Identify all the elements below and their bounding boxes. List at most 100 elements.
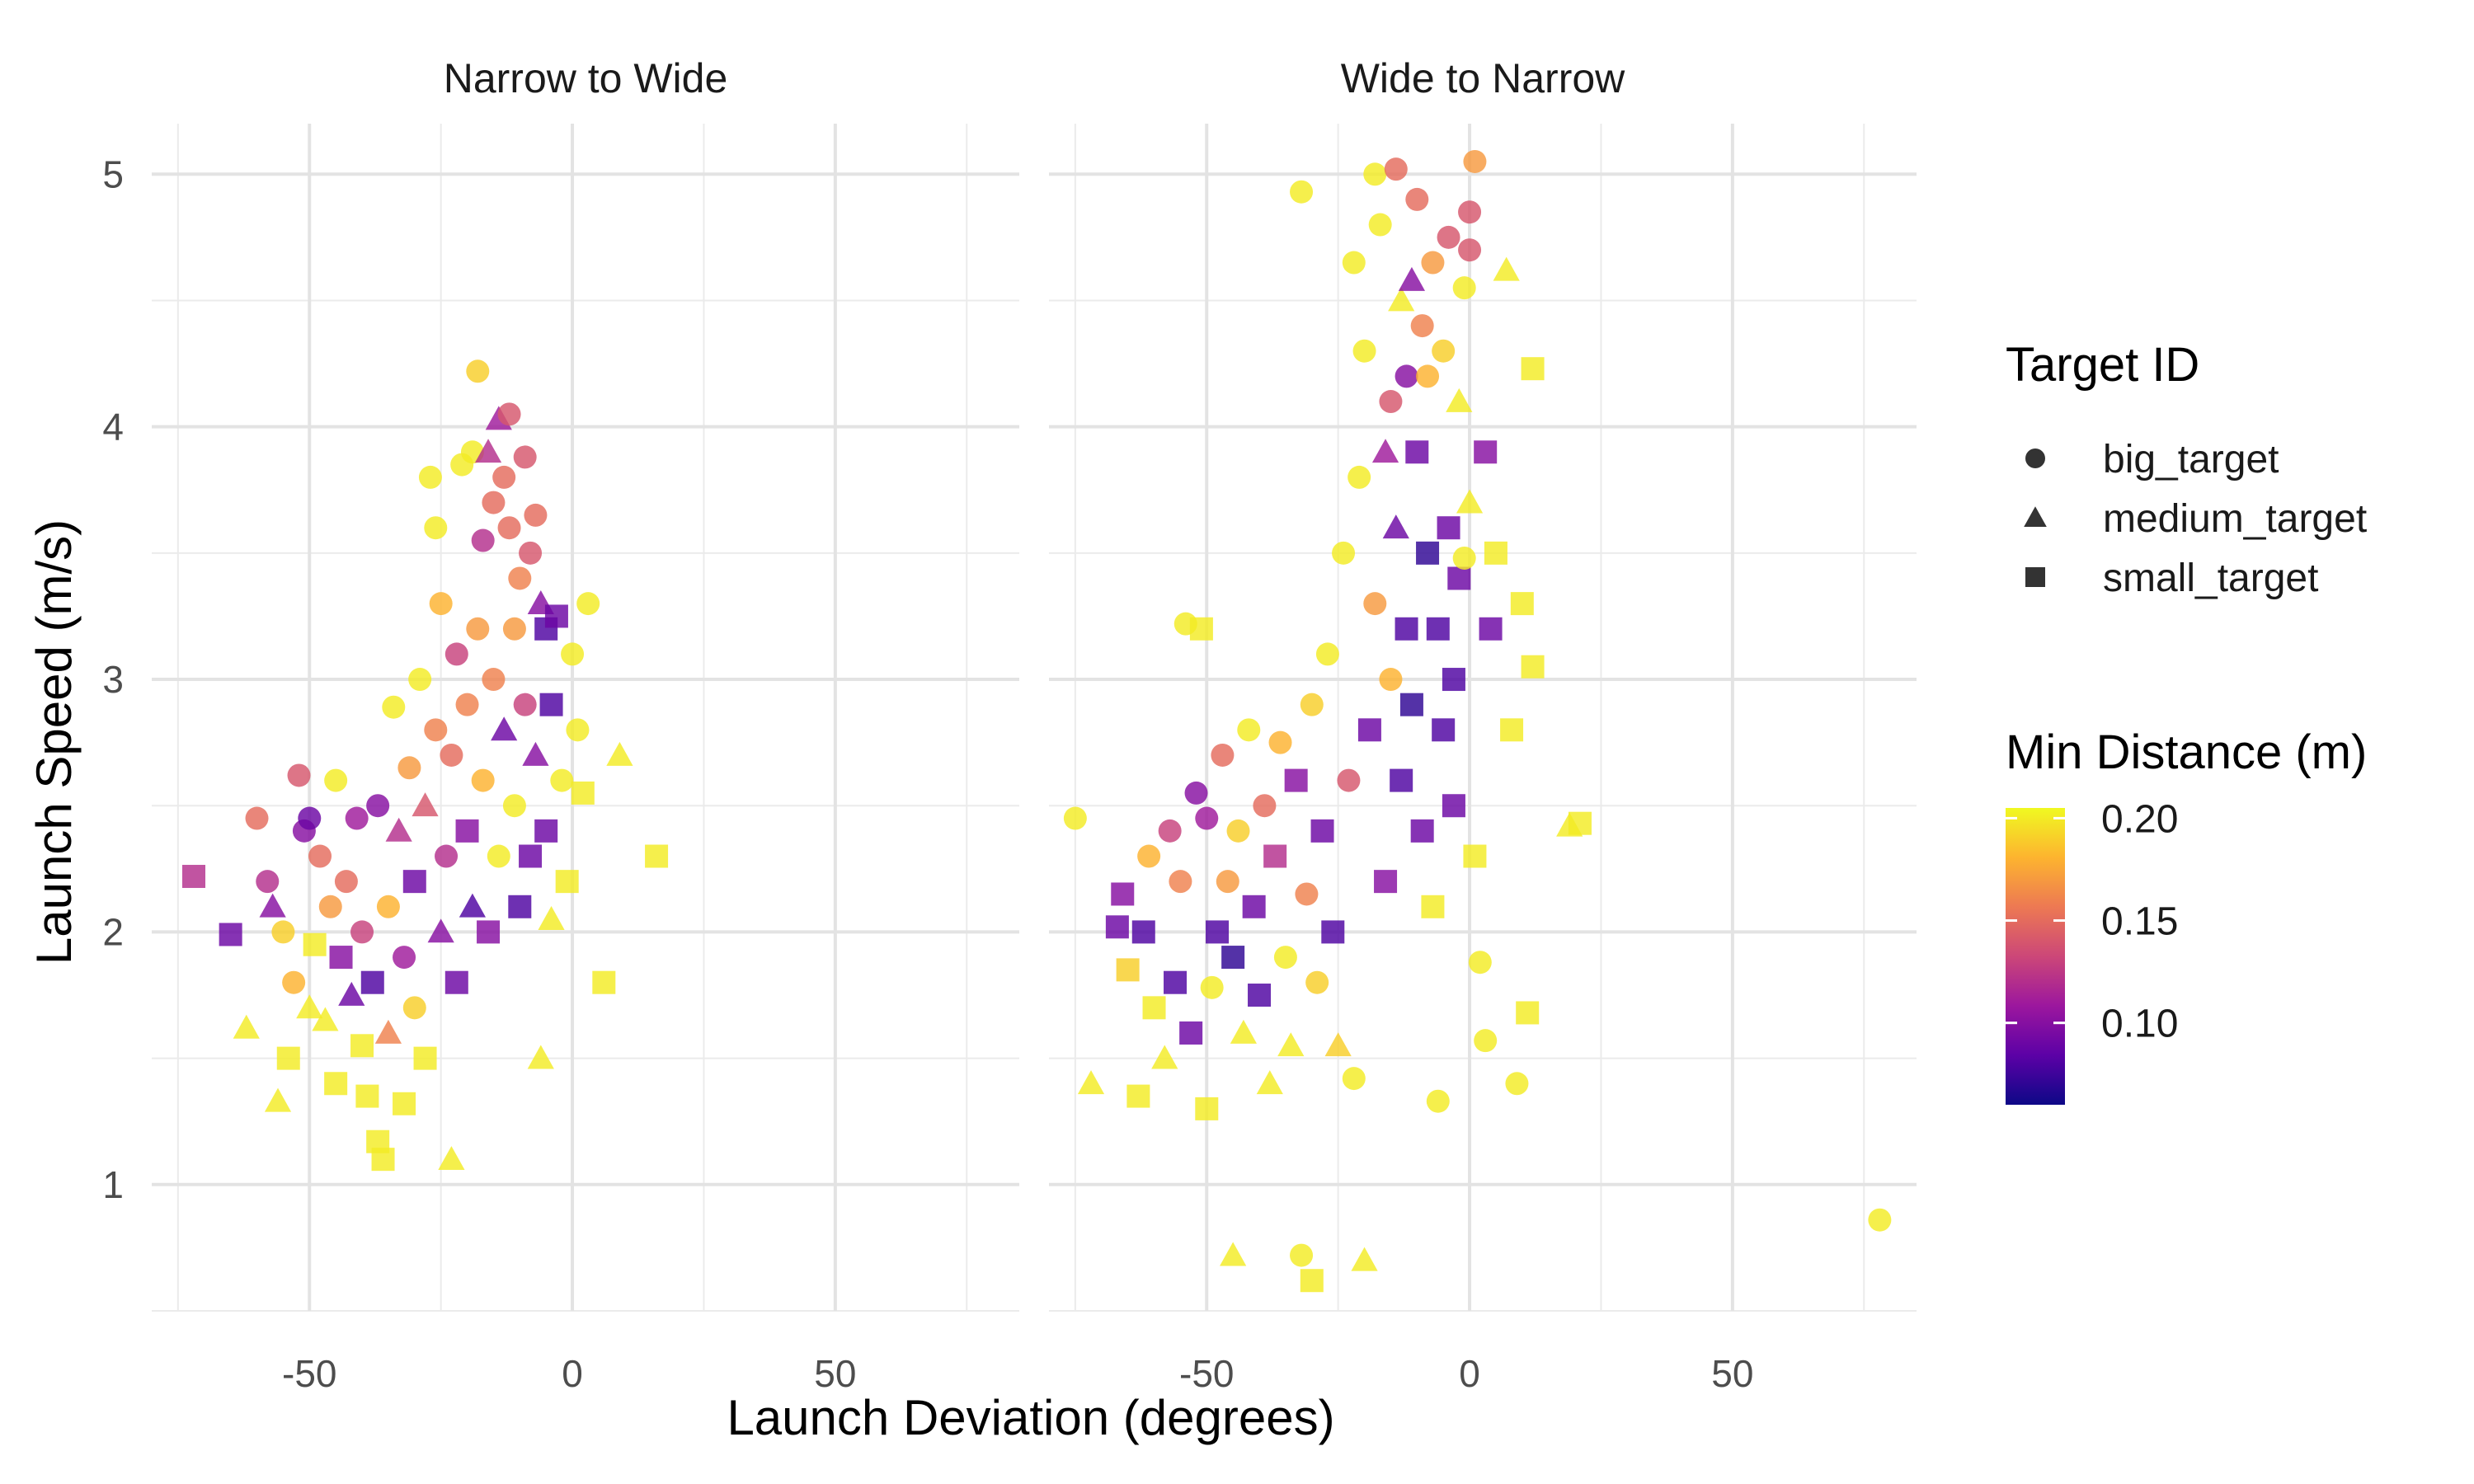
data-point-triangle: [296, 994, 323, 1019]
data-point-triangle: [412, 792, 439, 817]
data-point-circle: [444, 642, 468, 666]
data-point-triangle: [522, 741, 549, 766]
legend-item-big_target: big_target: [2025, 438, 2279, 481]
data-point-circle: [1421, 251, 1445, 275]
x-tick-labels: -50 0 50: [1179, 1352, 1753, 1395]
colorbar-tick-label: 0.20: [2101, 797, 2178, 841]
colorbar-tick-label: 0.10: [2101, 1003, 2178, 1046]
data-point-triangle: [606, 741, 633, 766]
data-point-circle: [561, 642, 585, 666]
data-point-square: [508, 895, 532, 918]
facet-title: Wide to Narrow: [1341, 55, 1625, 101]
data-point-square: [1442, 668, 1465, 692]
data-point-triangle: [1371, 439, 1399, 463]
data-point-square: [1479, 617, 1503, 641]
data-point-circle: [1348, 465, 1371, 489]
x-tick-label: 50: [814, 1352, 856, 1395]
data-point-square: [539, 693, 563, 716]
data-point-circle: [487, 844, 510, 868]
data-point-triangle: [1388, 287, 1415, 312]
data-point-triangle: [1456, 489, 1484, 514]
data-point-square: [360, 970, 384, 994]
data-point-circle: [513, 445, 537, 469]
data-point-square: [592, 970, 616, 994]
data-point-circle: [308, 844, 332, 868]
data-point-circle: [1268, 730, 1292, 754]
data-point-circle: [1184, 781, 1208, 805]
data-point-square: [1474, 440, 1498, 464]
x-tick-label: -50: [1179, 1352, 1234, 1395]
data-point-triangle: [1077, 1070, 1105, 1095]
square-icon: [2025, 567, 2045, 587]
data-point-circle: [429, 592, 453, 616]
data-point-triangle: [385, 817, 412, 842]
data-point-circle: [1332, 541, 1356, 565]
data-point-square: [1126, 1084, 1150, 1108]
y-tick-label: 5: [102, 153, 124, 195]
data-point-triangle: [374, 1019, 402, 1044]
data-point-triangle: [538, 906, 565, 930]
data-point-circle: [502, 617, 526, 641]
data-point-circle: [287, 763, 311, 787]
legend-item-small_target: small_target: [2025, 556, 2318, 600]
data-point-square: [1263, 844, 1287, 868]
data-point-circle: [502, 794, 526, 818]
data-point-triangle: [1151, 1045, 1178, 1069]
data-point-circle: [1437, 225, 1460, 249]
data-point-square: [1405, 440, 1429, 464]
facet-title: Narrow to Wide: [444, 55, 728, 101]
data-point-triangle: [312, 1007, 339, 1031]
data-point-square: [1310, 819, 1334, 843]
data-point-circle: [245, 806, 269, 830]
facet-panel-wide-to-narrow: Wide to Narrow -50 0 50: [1049, 55, 1917, 1395]
data-point-circle: [566, 718, 590, 742]
panel-grid: [1049, 124, 1917, 1312]
y-tick-label: 2: [102, 910, 124, 953]
data-point-square: [1374, 870, 1398, 894]
data-point-square: [1221, 946, 1245, 970]
data-point-square: [324, 1072, 348, 1096]
x-tick-labels: -50 0 50: [282, 1352, 856, 1395]
data-point-square: [219, 923, 242, 946]
data-point-triangle: [1220, 1242, 1247, 1266]
data-point-circle: [1337, 768, 1361, 792]
data-point-circle: [1384, 157, 1408, 181]
color-legend-title: Min Distance (m): [2006, 726, 2367, 779]
data-point-square: [1432, 718, 1456, 742]
data-point-circle: [1063, 806, 1087, 830]
data-point-circle: [1395, 364, 1418, 388]
data-point-triangle: [491, 716, 518, 741]
x-tick-label: -50: [282, 1352, 336, 1395]
data-point-square: [1321, 920, 1345, 944]
data-point-circle: [271, 920, 295, 944]
data-point-square: [1395, 617, 1418, 641]
data-point-triangle: [1256, 1070, 1283, 1095]
data-point-square: [1195, 1097, 1219, 1120]
triangle-icon: [2024, 506, 2047, 528]
data-point-circle: [1463, 149, 1487, 173]
data-point-square: [371, 1148, 395, 1172]
data-point-circle: [424, 718, 448, 742]
data-point-triangle: [1230, 1019, 1258, 1044]
data-point-square: [1206, 920, 1230, 944]
data-point-square: [544, 604, 568, 628]
data-point-square: [1357, 718, 1381, 742]
data-point-circle: [402, 996, 426, 1020]
data-point-square: [1421, 895, 1445, 918]
data-point-triangle: [1277, 1032, 1305, 1057]
data-point-square: [402, 870, 426, 894]
data-point-circle: [482, 491, 506, 514]
data-point-square: [1442, 794, 1465, 818]
data-point-square: [1242, 895, 1266, 918]
colorbar-ticks: 0.20 0.15 0.10: [2006, 797, 2178, 1046]
data-point-square: [444, 970, 468, 994]
legend: Target ID big_target medium_target small_t…: [2006, 338, 2367, 1105]
data-point-square: [1568, 811, 1592, 835]
data-point-circle: [1452, 276, 1476, 300]
data-point-circle: [1352, 339, 1376, 363]
data-point-circle: [1505, 1072, 1529, 1096]
data-point-circle: [1363, 592, 1387, 616]
data-point-circle: [397, 756, 421, 780]
x-tick-label: 0: [562, 1352, 583, 1395]
